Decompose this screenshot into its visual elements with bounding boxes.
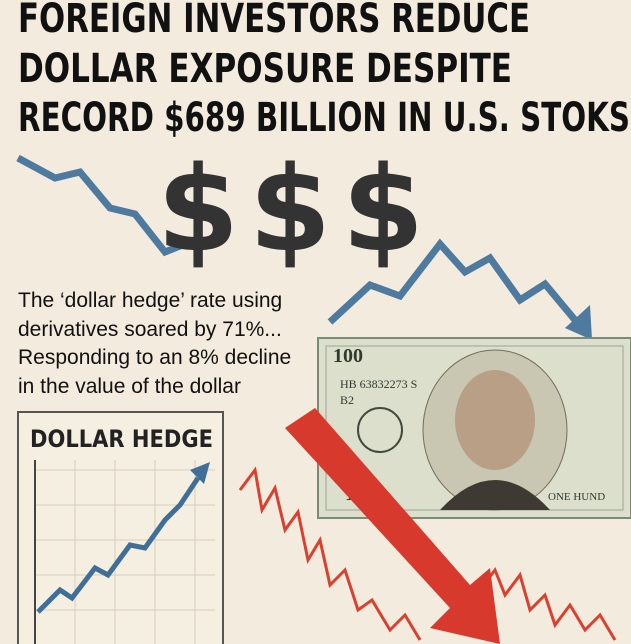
decline-arrow: [285, 408, 500, 644]
note-serial: HB 63832273 S: [340, 377, 417, 391]
trend-line: [16, 154, 187, 257]
decline-line: [478, 566, 617, 641]
body-text: in the value of the dollar: [18, 375, 241, 398]
portrait-face: [455, 370, 535, 470]
decline-line: [238, 466, 422, 641]
seal: [357, 407, 403, 453]
trend-line: [327, 238, 578, 325]
title-line: DOLLAR EXPOSURE DESPITE: [18, 46, 512, 92]
banknote: 100 HB 63832273 S B2 100 ONE HUND: [317, 337, 631, 519]
hedge-grid: [35, 460, 215, 644]
hedge-label: DOLLAR HEDGE: [30, 425, 213, 453]
arrow-head: [190, 462, 210, 484]
body-text: derivatives soared by 71%...: [18, 318, 282, 341]
title-line: FOREIGN INVESTORS REDUCE: [18, 0, 530, 42]
body-text: The ‘dollar hedge’ rate using: [18, 289, 282, 312]
note-denomination: 100: [333, 345, 363, 367]
note-words: ONE HUND: [548, 491, 605, 503]
note-code: B2: [340, 393, 354, 407]
body-text: Responding to an 8% decline: [18, 346, 291, 369]
hedge-box: [17, 411, 224, 644]
dollar-sign: $: [157, 140, 239, 278]
dollar-sign: $: [342, 140, 424, 278]
dollar-sign: $: [249, 140, 331, 278]
portrait-coat: [440, 480, 550, 510]
hedge-line: [36, 476, 201, 614]
arrow-head: [565, 305, 592, 340]
title-line: RECORD $689 BILLION IN U.S. STOKS: [18, 95, 630, 141]
